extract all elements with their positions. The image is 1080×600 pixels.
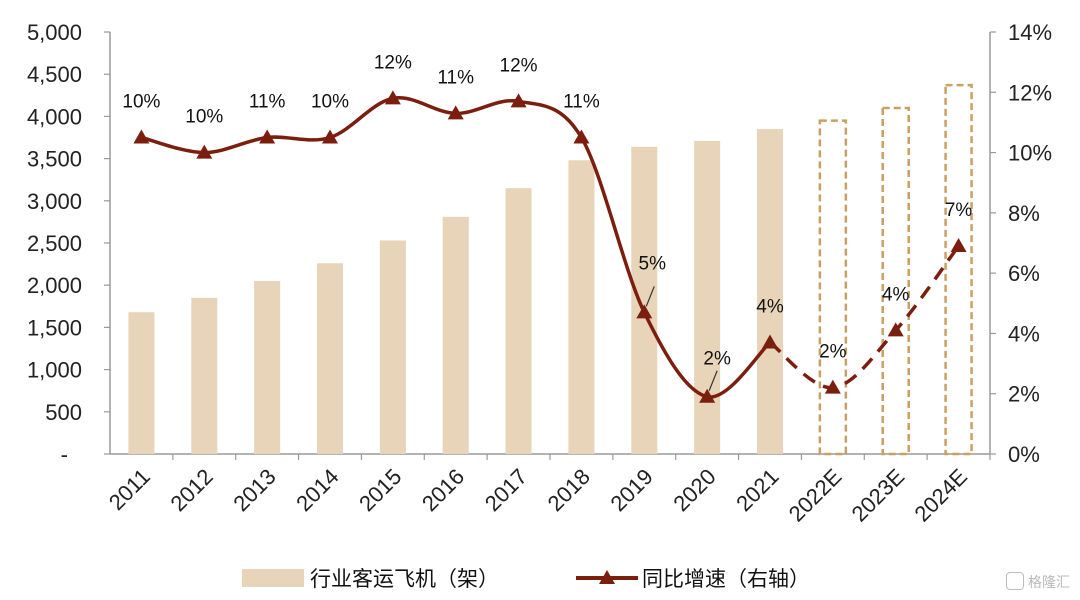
legend-line-label: 同比增速（右轴） xyxy=(642,567,810,591)
line-marker xyxy=(887,322,904,337)
y-right-tick-label: 4% xyxy=(1008,321,1040,346)
growth-line xyxy=(133,90,967,403)
data-label: 11% xyxy=(563,92,600,113)
x-tick-label: 2016 xyxy=(417,464,469,516)
line-marker xyxy=(636,304,653,319)
bar xyxy=(317,263,343,454)
y-left-tick-label: 1,500 xyxy=(27,315,82,340)
line-marker xyxy=(384,90,401,105)
line-marker xyxy=(133,129,150,144)
x-tick-label: 2018 xyxy=(543,464,595,516)
data-label: 5% xyxy=(639,253,667,274)
bar xyxy=(442,216,469,454)
bar-estimate xyxy=(944,83,973,456)
bar xyxy=(505,188,532,454)
bar xyxy=(379,240,406,454)
bar xyxy=(128,312,155,454)
label-leader-line xyxy=(708,370,718,391)
y-left-tick-label: 3,500 xyxy=(27,147,82,172)
data-label: 7% xyxy=(945,200,973,221)
y-right-tick-label: 0% xyxy=(1008,442,1040,467)
line-forecast xyxy=(768,244,960,390)
y-left-tick-label: 5,000 xyxy=(27,20,82,45)
legend: 行业客运飞机（架） 同比增速（右轴） xyxy=(242,567,810,591)
data-label: 2% xyxy=(819,342,847,363)
data-label: 4% xyxy=(882,284,910,305)
legend-triangle-marker xyxy=(599,570,615,584)
line-marker xyxy=(510,93,527,108)
line-marker xyxy=(573,129,590,144)
line-actual xyxy=(140,96,772,399)
x-tick-label: 2024E xyxy=(909,464,972,527)
data-label: 11% xyxy=(437,67,474,88)
y-right-tick-label: 8% xyxy=(1008,201,1040,226)
bar xyxy=(631,146,658,454)
x-tick-label: 2019 xyxy=(606,464,658,516)
y-right-tick-label: 12% xyxy=(1008,80,1052,105)
y-left-tick-label: 4,500 xyxy=(27,62,82,87)
line-marker xyxy=(762,334,778,349)
line-marker xyxy=(196,144,213,159)
y-right-tick-label: 10% xyxy=(1008,141,1052,166)
bars xyxy=(128,83,973,456)
axes: - 500 1,000 1,500 2,000 2,500 3,000 3,500 4,000 4… xyxy=(27,20,1052,527)
y-left-tick-label: 3,000 xyxy=(27,189,82,214)
y-left-tick-label: 4,000 xyxy=(27,104,82,129)
x-tick-label: 2014 xyxy=(291,464,343,516)
x-tick-label: 2011 xyxy=(104,464,155,515)
data-label: 2% xyxy=(703,349,731,370)
y-right-tick-label: 14% xyxy=(1008,20,1052,45)
x-tick-label: 2020 xyxy=(668,464,720,516)
data-label: 10% xyxy=(311,92,349,113)
bar xyxy=(757,129,783,454)
bar-estimate xyxy=(818,119,848,456)
x-tick-label: 2013 xyxy=(228,464,280,516)
x-tick-label: 2017 xyxy=(480,464,532,516)
bar xyxy=(568,160,595,454)
data-label: 4% xyxy=(756,296,784,317)
data-label: 10% xyxy=(185,107,223,128)
y-left-tick-label: 2,000 xyxy=(27,273,82,298)
y-left-tick-label: 500 xyxy=(45,400,82,425)
data-label: 11% xyxy=(249,92,286,113)
line-marker xyxy=(824,379,841,394)
line-marker xyxy=(259,129,276,144)
bar xyxy=(694,140,721,454)
x-tick-label: 2022E xyxy=(784,464,847,527)
x-tick-label: 2015 xyxy=(354,464,406,516)
x-tick-label: 2023E xyxy=(847,464,910,527)
line-marker xyxy=(950,238,967,253)
data-label: 10% xyxy=(122,92,160,113)
bar xyxy=(254,280,281,454)
y-left-tick-label: 2,500 xyxy=(27,231,82,256)
watermark: 格隆汇 xyxy=(1006,572,1070,592)
data-label: 12% xyxy=(374,52,412,73)
legend-bar-label: 行业客运飞机（架） xyxy=(310,567,499,591)
y-right-tick-label: 2% xyxy=(1008,382,1040,407)
y-right-tick-label: 6% xyxy=(1008,261,1040,286)
data-labels: 10% 10% 11% 10% 12% 11% 12% 11% 5% 2% 4% 2% 4% 7% xyxy=(122,52,973,391)
label-leader-line xyxy=(645,286,655,307)
legend-bar-swatch xyxy=(242,569,304,587)
data-label: 12% xyxy=(500,55,538,76)
y-left-tick-label: 1,000 xyxy=(27,358,82,383)
x-tick-label: 2021 xyxy=(731,464,783,516)
watermark-text: 格隆汇 xyxy=(1028,575,1070,591)
line-marker xyxy=(322,129,338,144)
g-logo-icon xyxy=(1006,572,1024,590)
line-marker xyxy=(699,388,716,403)
y-left-tick-label: - xyxy=(61,442,68,467)
line-marker xyxy=(447,105,464,120)
bar xyxy=(191,297,218,454)
bar-estimate xyxy=(881,106,910,456)
x-tick-label: 2012 xyxy=(166,464,218,516)
